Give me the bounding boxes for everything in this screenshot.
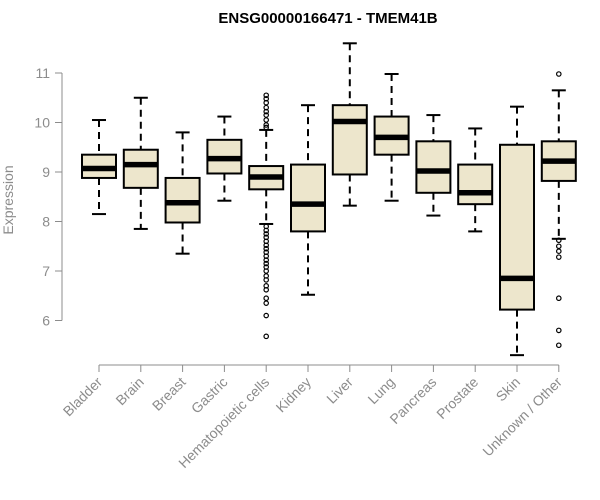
outlier-point — [555, 254, 562, 260]
outlier-point — [555, 295, 562, 302]
y-tick-label: 9 — [42, 164, 50, 180]
outlier-point — [263, 287, 270, 293]
outlier-point — [263, 242, 270, 249]
iqr-box — [290, 163, 326, 233]
box-lung — [373, 72, 410, 202]
box-unknown-other — [540, 71, 577, 349]
x-tick-label: Lung — [364, 374, 397, 407]
x-tick-label: Unknown / Other — [479, 374, 565, 460]
iqr-box — [415, 140, 452, 194]
y-tick-label: 10 — [34, 115, 50, 131]
outlier-point — [263, 117, 270, 123]
box-prostate — [457, 127, 494, 233]
x-tick-label: Liver — [323, 374, 356, 407]
outlier-point — [555, 237, 562, 244]
box-pancreas — [415, 114, 452, 217]
box-gastric — [206, 115, 243, 202]
iqr-box — [457, 163, 494, 206]
outlier-point — [263, 122, 270, 128]
chart-title: ENSG00000166471 - TMEM41B — [218, 10, 437, 27]
boxes-group — [81, 42, 577, 357]
outlier-point — [263, 260, 270, 267]
box-hematopoietic-cells — [248, 92, 285, 340]
y-tick-label: 8 — [42, 214, 50, 230]
y-axis-label: Expression — [0, 165, 16, 234]
x-tick-label: Breast — [149, 374, 189, 414]
outlier-point — [263, 312, 270, 319]
outlier-point — [263, 227, 270, 234]
box-breast — [164, 131, 201, 255]
box-bladder — [81, 119, 117, 216]
outlier-point — [263, 231, 270, 237]
outlier-point — [555, 327, 562, 334]
iqr-box — [499, 143, 535, 311]
outlier-point — [263, 108, 270, 115]
box-liver — [331, 42, 368, 207]
x-tick-label: Skin — [493, 374, 524, 405]
x-tick-label: Prostate — [433, 374, 481, 422]
y-tick-label: 6 — [42, 313, 50, 329]
box-brain — [122, 96, 159, 230]
outlier-point — [263, 257, 270, 263]
x-tick-label: Bladder — [60, 374, 106, 420]
x-tick-label: Kidney — [273, 374, 315, 416]
outlier-point — [555, 342, 562, 349]
y-tick-label: 7 — [42, 263, 50, 279]
outlier-point — [263, 277, 270, 283]
outlier-point — [263, 92, 270, 99]
y-tick-label: 11 — [35, 65, 50, 81]
outlier-point — [263, 295, 270, 302]
outlier-point — [555, 243, 562, 250]
outlier-point — [263, 300, 270, 306]
outlier-point — [263, 124, 270, 131]
outlier-point — [555, 248, 562, 255]
box-kidney — [290, 104, 326, 296]
box-skin — [499, 105, 535, 357]
outlier-point — [263, 333, 270, 340]
outlier-point — [555, 71, 562, 77]
y-axis: 6 7 8 9 10 11 — [34, 65, 63, 329]
iqr-box — [331, 104, 368, 176]
x-tick-label: Brain — [112, 374, 146, 408]
outlier-point — [263, 245, 270, 252]
iqr-box — [122, 148, 159, 189]
